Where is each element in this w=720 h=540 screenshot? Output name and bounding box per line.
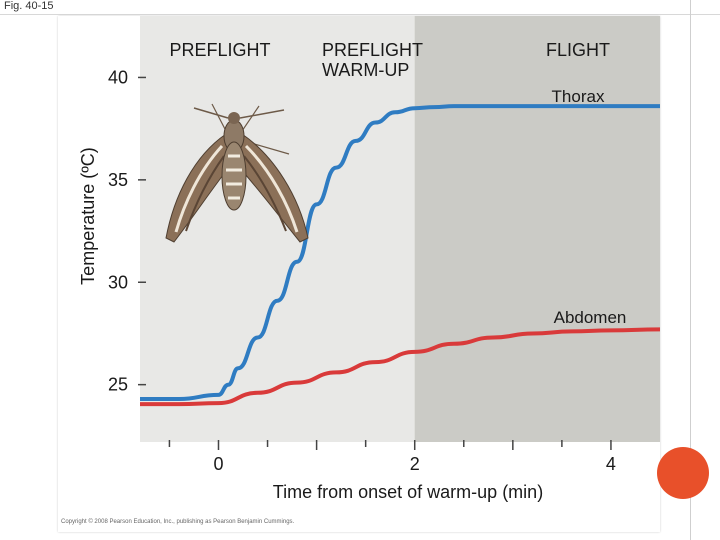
chart-labels: 25 30 35 40 0 2 4 Time from onset of warm-up (m… bbox=[78, 40, 626, 502]
x-tick-label: 4 bbox=[606, 454, 616, 474]
flight-region-shading bbox=[414, 16, 660, 442]
moth-leg-left bbox=[211, 103, 227, 132]
region-label: PREFLIGHT bbox=[169, 40, 270, 60]
moth-abdomen bbox=[221, 141, 247, 211]
y-tick-label: 35 bbox=[108, 170, 128, 190]
moth-wing-vein-left bbox=[185, 155, 225, 232]
moth-antenna-left bbox=[193, 107, 229, 119]
copyright-note: Copyright © 2008 Pearson Education, Inc.… bbox=[61, 519, 295, 525]
slide-border-right bbox=[690, 0, 691, 540]
region-label: PREFLIGHT WARM-UP bbox=[322, 40, 423, 80]
y-tick-label: 40 bbox=[108, 67, 128, 87]
thorax-label: Thorax bbox=[552, 87, 605, 106]
x-tick-label: 2 bbox=[410, 454, 420, 474]
moth-leg-right bbox=[241, 105, 260, 132]
x-tick-label: 0 bbox=[213, 454, 223, 474]
abdomen-label: Abdomen bbox=[554, 308, 627, 327]
data-curves bbox=[140, 104, 660, 407]
moth-head bbox=[228, 112, 240, 124]
figure-panel: 25 30 35 40 0 2 4 Time from onset of warm-up (m… bbox=[58, 16, 660, 532]
y-axis-title: Temperature (ºC) bbox=[78, 147, 98, 285]
thorax-curve bbox=[140, 104, 660, 401]
moth-wing-vein-right bbox=[243, 155, 287, 232]
region-label: FLIGHT bbox=[546, 40, 610, 60]
axis-ticks bbox=[138, 76, 612, 450]
figure-label: Fig. 40-15 bbox=[4, 0, 54, 12]
moth-antenna-right bbox=[239, 109, 285, 119]
moth-illustration bbox=[165, 103, 309, 243]
y-tick-label: 30 bbox=[108, 272, 128, 292]
y-tick-label: 25 bbox=[108, 375, 128, 395]
orange-accent-dot bbox=[657, 447, 709, 499]
abdomen-curve bbox=[140, 327, 660, 407]
moth-wing-stripe-left bbox=[174, 144, 224, 233]
temperature-chart: 25 30 35 40 0 2 4 Time from onset of warm-up (m… bbox=[78, 16, 660, 502]
moth-wing-stripe-right bbox=[244, 144, 299, 233]
slide-border-top bbox=[0, 14, 720, 15]
x-axis-title: Time from onset of warm-up (min) bbox=[273, 482, 543, 502]
